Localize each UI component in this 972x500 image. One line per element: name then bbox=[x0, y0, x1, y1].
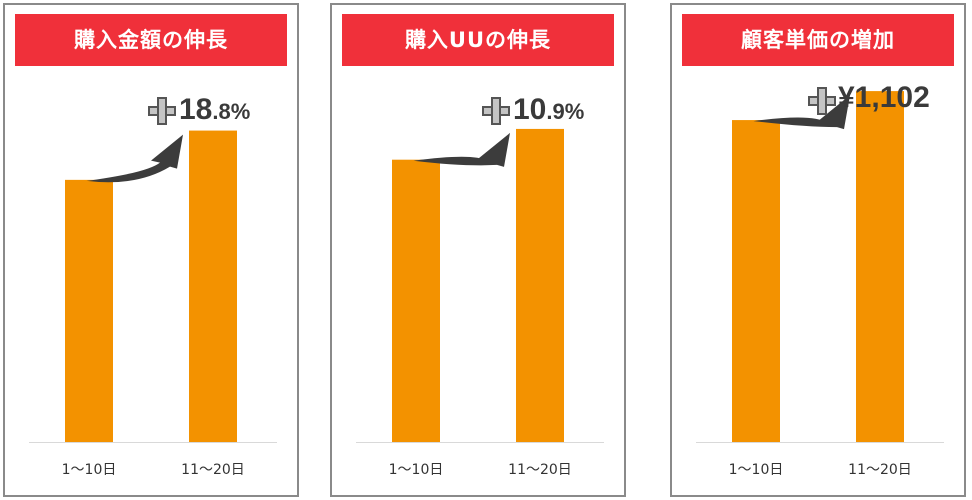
chart-panel-purchase-uu: 購入UUの伸長 1〜10日 11〜20日 10.9% bbox=[330, 3, 626, 497]
growth-value: 18 bbox=[179, 93, 213, 126]
bar-chart: 1〜10日 11〜20日 bbox=[29, 130, 277, 478]
x-tick-label: 11〜20日 bbox=[181, 462, 245, 478]
x-tick-label: 1〜10日 bbox=[729, 462, 784, 478]
growth-decimal: .9% bbox=[546, 99, 585, 124]
bar bbox=[65, 179, 113, 442]
growth-value: 10 bbox=[513, 93, 547, 126]
chart-title: 購入金額の伸長 bbox=[15, 14, 287, 66]
chart-title: 購入UUの伸長 bbox=[342, 14, 614, 66]
growth-label: 18.8% bbox=[179, 93, 250, 127]
growth-decimal: .8% bbox=[212, 99, 251, 124]
chart-panel-unit-price: 顧客単価の増加 1〜10日 11〜20日 ¥1,102 bbox=[670, 3, 966, 497]
bar bbox=[856, 91, 904, 442]
bar bbox=[516, 128, 564, 442]
bar-chart: 1〜10日 11〜20日 bbox=[696, 91, 944, 478]
bar-chart: 1〜10日 11〜20日 bbox=[356, 128, 604, 478]
growth-arrow bbox=[86, 134, 183, 183]
growth-value: ¥1,102 bbox=[838, 81, 930, 114]
growth-arrow bbox=[413, 132, 510, 167]
growth-label: 10.9% bbox=[513, 93, 584, 127]
chart-title: 顧客単価の増加 bbox=[682, 14, 954, 66]
x-tick-label: 11〜20日 bbox=[848, 462, 912, 478]
x-tick-label: 1〜10日 bbox=[62, 462, 117, 478]
plus-icon bbox=[482, 97, 510, 125]
growth-arrow bbox=[753, 95, 850, 130]
plus-icon bbox=[148, 97, 176, 125]
chart-panel-purchase-amount: 購入金額の伸長 1〜10日 11〜20日 18.8% bbox=[3, 3, 299, 497]
growth-label: ¥1,102 bbox=[838, 81, 930, 115]
bar bbox=[392, 159, 440, 442]
x-tick-label: 11〜20日 bbox=[508, 462, 572, 478]
bar bbox=[189, 130, 237, 442]
plus-icon bbox=[808, 87, 836, 115]
bar bbox=[732, 120, 780, 442]
x-tick-label: 1〜10日 bbox=[389, 462, 444, 478]
